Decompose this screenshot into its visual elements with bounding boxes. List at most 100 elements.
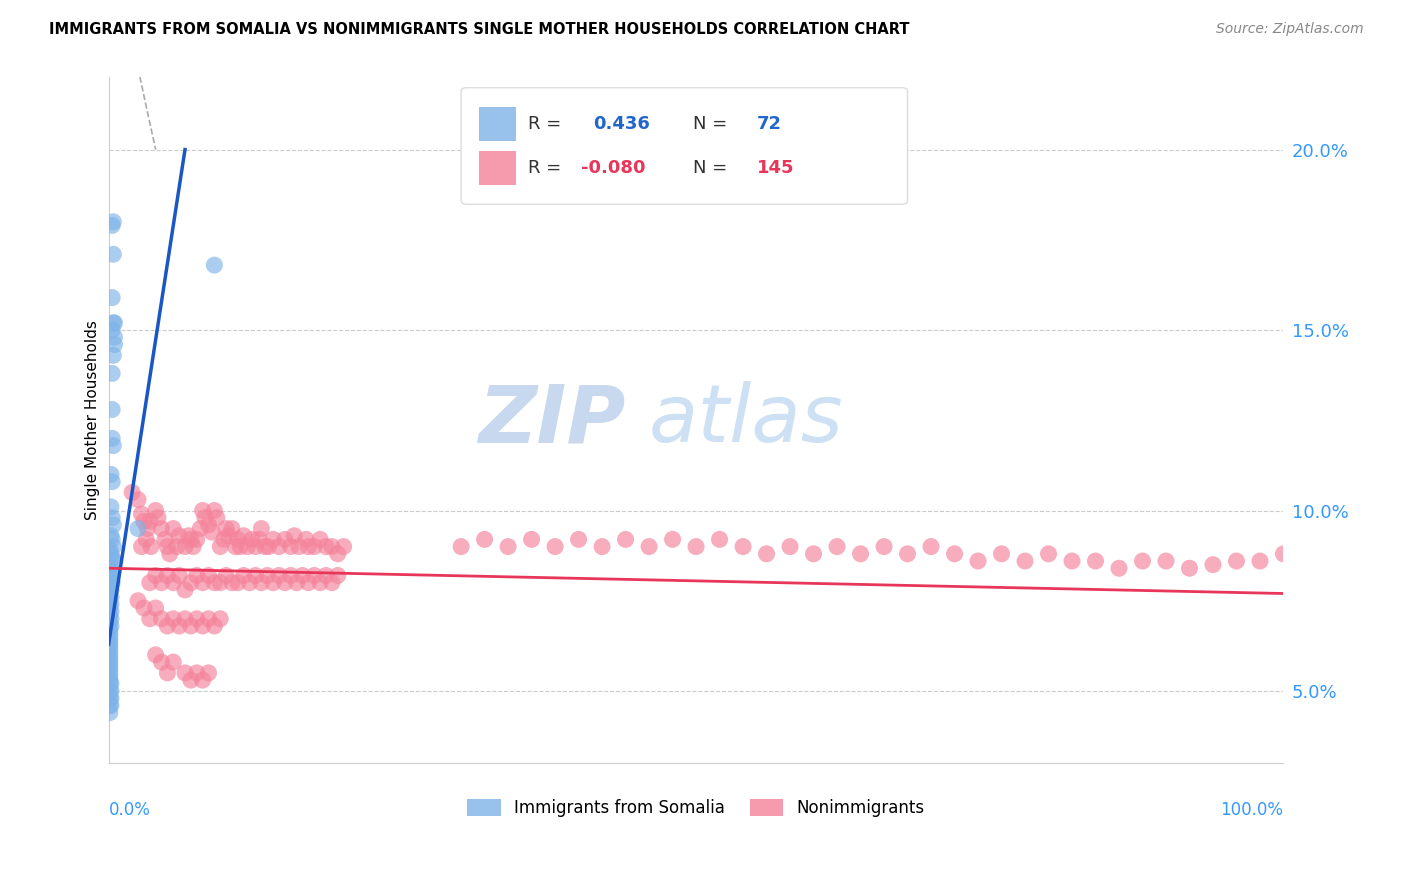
Point — [245, 568, 267, 582]
Point — [250, 522, 273, 536]
Point — [98, 644, 121, 658]
Point — [332, 540, 354, 554]
Point — [194, 510, 217, 524]
Point — [221, 575, 243, 590]
Point — [167, 529, 190, 543]
Point — [297, 540, 319, 554]
Point — [156, 568, 179, 582]
Point — [98, 601, 121, 615]
Point — [100, 561, 122, 575]
Point — [98, 637, 121, 651]
Point — [197, 568, 219, 582]
Point — [103, 540, 125, 554]
Point — [450, 540, 472, 554]
Point — [685, 540, 707, 554]
Point — [197, 665, 219, 680]
Point — [614, 533, 637, 547]
Point — [226, 575, 249, 590]
Point — [100, 467, 122, 482]
Point — [326, 568, 349, 582]
Point — [591, 540, 613, 554]
Point — [1202, 558, 1225, 572]
Point — [98, 608, 121, 623]
Point — [326, 547, 349, 561]
Point — [291, 568, 314, 582]
Point — [1132, 554, 1154, 568]
Point — [274, 533, 297, 547]
Point — [309, 575, 332, 590]
Point — [520, 533, 543, 547]
Point — [101, 402, 124, 417]
Point — [100, 598, 122, 612]
Point — [101, 550, 124, 565]
Point — [568, 533, 591, 547]
Point — [297, 575, 319, 590]
Point — [174, 665, 197, 680]
Point — [132, 514, 155, 528]
Point — [285, 575, 308, 590]
Point — [100, 590, 122, 604]
Point — [1060, 554, 1083, 568]
Point — [1038, 547, 1060, 561]
FancyBboxPatch shape — [461, 87, 907, 204]
Point — [139, 575, 162, 590]
Point — [98, 543, 121, 558]
Point — [156, 665, 179, 680]
Point — [1108, 561, 1130, 575]
Point — [162, 522, 184, 536]
Point — [139, 540, 162, 554]
Point — [267, 568, 290, 582]
Point — [188, 522, 211, 536]
Point — [315, 540, 337, 554]
Text: 100.0%: 100.0% — [1220, 801, 1284, 819]
Text: Source: ZipAtlas.com: Source: ZipAtlas.com — [1216, 22, 1364, 37]
Point — [1084, 554, 1107, 568]
Point — [98, 677, 121, 691]
Text: N =: N = — [693, 159, 727, 177]
Point — [240, 533, 263, 547]
Point — [474, 533, 496, 547]
Point — [145, 601, 167, 615]
Point — [98, 640, 121, 655]
Point — [132, 601, 155, 615]
Point — [755, 547, 778, 561]
Point — [127, 593, 149, 607]
Point — [191, 503, 214, 517]
Point — [209, 540, 232, 554]
Point — [221, 522, 243, 536]
Point — [98, 568, 121, 582]
Point — [150, 575, 173, 590]
Point — [139, 612, 162, 626]
Point — [156, 540, 179, 554]
Point — [209, 612, 232, 626]
Point — [202, 575, 225, 590]
Point — [309, 533, 332, 547]
Point — [103, 554, 125, 568]
Point — [146, 510, 169, 524]
Point — [181, 540, 204, 554]
Point — [174, 612, 197, 626]
Point — [186, 533, 208, 547]
Point — [101, 431, 124, 445]
Point — [150, 655, 173, 669]
Point — [101, 510, 124, 524]
Point — [226, 533, 249, 547]
Point — [131, 507, 153, 521]
Point — [103, 316, 125, 330]
Point — [191, 619, 214, 633]
Text: atlas: atlas — [650, 381, 844, 459]
Point — [731, 540, 754, 554]
Point — [1178, 561, 1201, 575]
Point — [100, 698, 122, 713]
Point — [177, 529, 200, 543]
Point — [257, 540, 280, 554]
Point — [197, 518, 219, 533]
Point — [156, 619, 179, 633]
Point — [247, 533, 270, 547]
Point — [100, 677, 122, 691]
Point — [661, 533, 683, 547]
Text: R =: R = — [529, 115, 561, 133]
Point — [1225, 554, 1247, 568]
Point — [1014, 554, 1036, 568]
Point — [232, 568, 254, 582]
